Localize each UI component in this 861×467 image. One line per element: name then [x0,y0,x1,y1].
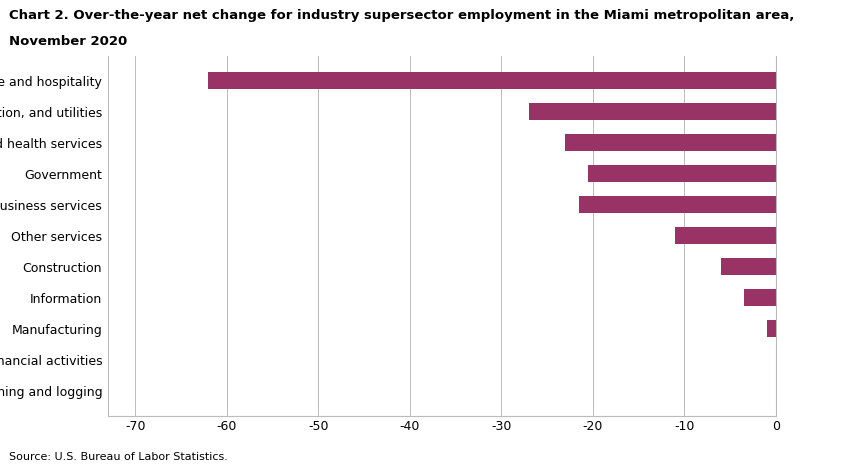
Bar [579,196,775,213]
Bar [587,165,775,183]
Text: Source: U.S. Bureau of Labor Statistics.: Source: U.S. Bureau of Labor Statistics. [9,453,227,462]
Bar [528,103,775,120]
Text: Chart 2. Over-the-year net change for industry supersector employment in the Mia: Chart 2. Over-the-year net change for in… [9,9,793,22]
Bar [208,72,775,89]
Text: November 2020: November 2020 [9,35,127,48]
Bar [565,134,775,151]
Bar [720,258,775,276]
Bar [674,227,775,244]
Bar [765,320,775,337]
Bar [743,289,775,306]
